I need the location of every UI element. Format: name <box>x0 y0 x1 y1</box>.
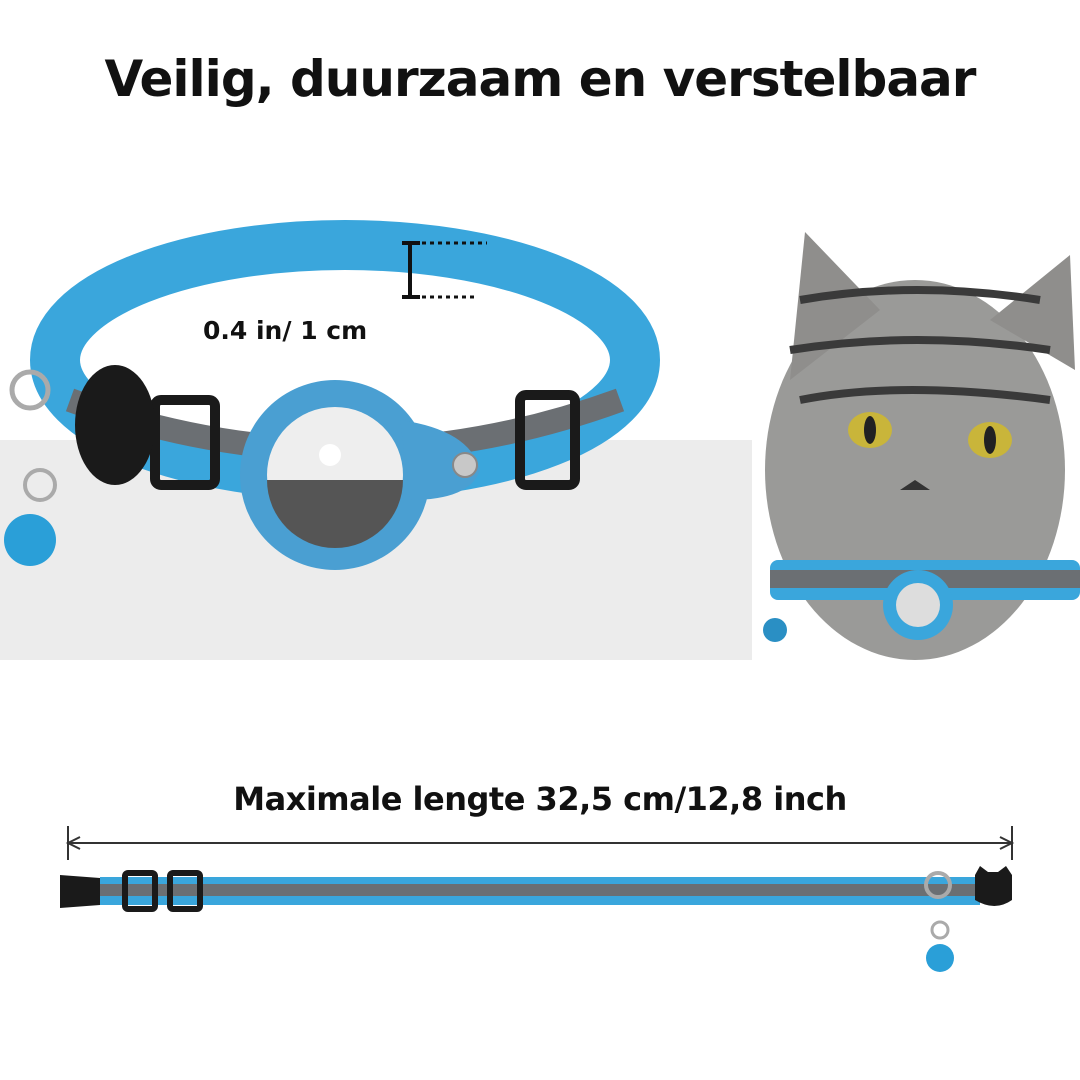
collar-loop <box>4 220 660 570</box>
key-ring <box>9 369 51 411</box>
cat-head-buckle <box>975 866 1012 906</box>
bell-icon <box>926 944 954 972</box>
cat-photo <box>752 225 1080 660</box>
width-indicator <box>402 241 487 299</box>
snap-button <box>452 452 478 478</box>
page-title: Veilig, duurzaam en verstelbaar <box>104 50 977 108</box>
flat-collar <box>60 866 1012 972</box>
slider-buckle <box>150 395 220 490</box>
width-label: 0.4 in/ 1 cm <box>203 316 368 345</box>
length-label: Maximale lengte 32,5 cm/12,8 inch <box>233 780 847 818</box>
cat-head-buckle <box>75 365 155 485</box>
length-arrow <box>65 826 1015 860</box>
slider-buckle <box>515 390 580 490</box>
apple-logo-icon <box>319 444 341 466</box>
clip-buckle <box>60 875 100 908</box>
bell-icon <box>4 514 56 566</box>
